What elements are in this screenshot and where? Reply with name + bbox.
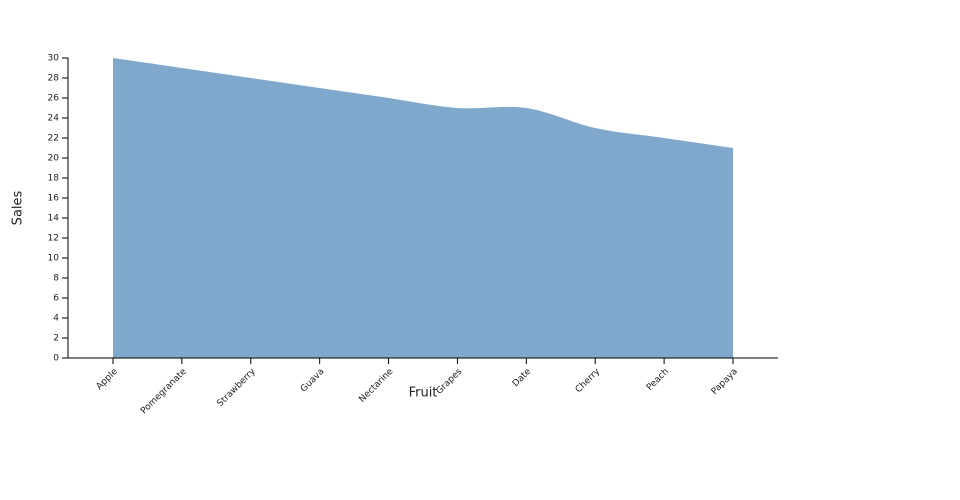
y-axis <box>62 57 69 359</box>
area <box>113 58 733 358</box>
y-tick-label: 14 <box>48 214 60 224</box>
x-tick-label: Strawberry <box>215 366 258 409</box>
y-tick-label: 28 <box>48 74 60 84</box>
y-tick-label: 24 <box>48 114 60 124</box>
y-tick-label: 2 <box>53 334 59 344</box>
x-tick-label: Cherry <box>574 366 603 395</box>
y-tick-label: 22 <box>48 134 59 144</box>
x-tick-label: Nectarine <box>357 367 395 405</box>
x-tick-label: Peach <box>645 367 671 393</box>
y-tick-label: 4 <box>53 314 59 324</box>
y-tick-label: 20 <box>48 154 60 164</box>
y-tick-label: 6 <box>53 294 59 304</box>
y-tick-label: 8 <box>53 274 59 284</box>
x-axis-title: Fruit <box>409 386 438 401</box>
x-tick-label: Papaya <box>710 367 740 397</box>
y-tick-label: 12 <box>48 234 59 244</box>
y-tick-label: 10 <box>48 254 60 264</box>
x-tick-label: Guava <box>299 367 327 395</box>
x-tick-label: Grapes <box>435 367 465 397</box>
y-tick-label: 26 <box>48 94 60 104</box>
y-tick-label: 16 <box>48 194 60 204</box>
x-tick-label: Apple <box>95 366 121 392</box>
y-axis-title: Sales <box>11 190 26 225</box>
x-tick-label: Pomegranate <box>139 366 189 416</box>
x-tick-label: Date <box>511 366 534 389</box>
y-tick-label: 30 <box>48 54 60 64</box>
y-tick-label: 0 <box>53 354 59 364</box>
y-tick-label: 18 <box>48 174 60 184</box>
